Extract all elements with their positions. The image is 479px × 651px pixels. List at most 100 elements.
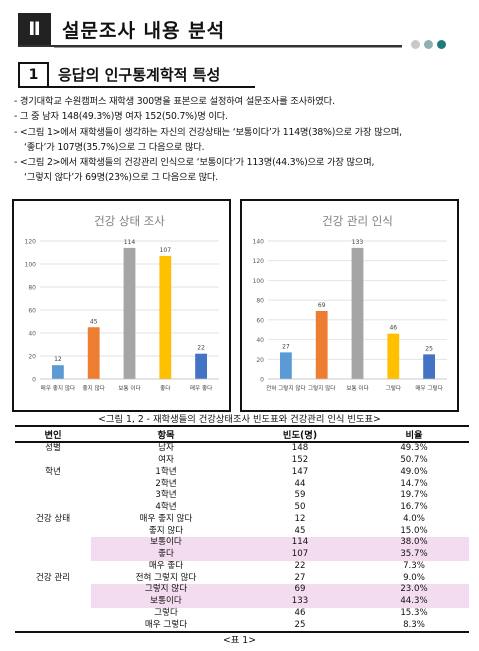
bar	[87, 327, 100, 379]
table-cell-ratio: 8.3%	[359, 619, 469, 633]
bar	[51, 365, 64, 379]
paragraph: - 경기대학교 수원캠퍼스 재학생 300명을 표본으로 설정하여 설문조사를 …	[14, 96, 335, 107]
y-tick-label: 120	[25, 239, 37, 246]
y-tick-label: 60	[256, 317, 264, 324]
bar	[387, 333, 400, 379]
table-cell-group	[15, 490, 91, 502]
table-cell-frequency: 152	[291, 455, 309, 466]
table-row: 4학년 50 16.7%	[15, 502, 469, 514]
data-label: 114	[124, 239, 136, 246]
table-cell-frequency: 50	[294, 502, 306, 513]
table-cell-frequency: 69	[241, 584, 359, 596]
y-tick-label: 140	[253, 239, 265, 246]
x-tick-label: 매우 그렇다	[415, 384, 443, 392]
table-cell-item: 전혀 그렇지 않다	[135, 572, 197, 583]
chart-frame-1: 건강 상태 조사 0 20 40 60 80 100 120 12 매우 좋지 않다 45 좋지 않다…	[12, 199, 231, 412]
bar	[315, 310, 328, 379]
figure-caption: <그림 1, 2 - 재학생들의 건강상태조사 빈도표와 건강관리 인식 빈도표…	[98, 414, 381, 425]
table-cell-item: 4학년	[155, 502, 177, 513]
body-text: - 경기대학교 수원캠퍼스 재학생 300명을 표본으로 설정하여 설문조사를 …	[14, 94, 466, 186]
section-number: Ⅱ	[18, 13, 51, 45]
decor-dot	[437, 40, 446, 49]
y-tick-label: 100	[25, 262, 37, 269]
data-label: 69	[318, 302, 326, 309]
table-cell-group	[15, 537, 91, 549]
bar	[195, 353, 208, 379]
table-cell-group	[15, 455, 91, 467]
decor-dot	[424, 40, 433, 49]
y-tick-label: 100	[253, 278, 265, 285]
data-label: 46	[389, 325, 397, 332]
table-cell-item: 2학년	[155, 478, 177, 489]
table-header: 빈도(명)	[241, 425, 359, 443]
subsection-number: 1	[18, 62, 49, 88]
y-tick-label: 0	[260, 377, 264, 384]
y-tick-label: 20	[28, 354, 36, 361]
decor-dot	[411, 40, 420, 49]
paragraph: - <그림 1>에서 재학생들이 생각하는 자신의 건강상태는 ‘보통이다’가 …	[14, 126, 402, 138]
table-header: 항목	[91, 425, 241, 443]
paragraph: - <그림 2>에서 재학생들의 건강관리 인식으로 ‘보통이다’가 113명(…	[14, 157, 375, 169]
table-cell-group	[15, 478, 91, 490]
data-label: 12	[54, 356, 62, 363]
table-cell-ratio: 49.3%	[400, 443, 428, 454]
table-cell-item: 보통이다	[91, 537, 241, 549]
table-cell-frequency: 44	[294, 478, 306, 489]
bar	[351, 247, 364, 379]
table-cell-group	[15, 561, 91, 573]
data-label: 107	[160, 247, 172, 254]
data-label: 22	[197, 345, 205, 352]
y-tick-label: 80	[28, 285, 36, 292]
x-tick-label: 매우 좋지 않다	[41, 384, 75, 392]
table-row: 성별 남자 148 49.3%	[15, 442, 469, 455]
paragraph: ‘그렇지 않다’가 69명(23%)으로 그 다음으로 많다.	[24, 172, 219, 184]
data-label: 27	[282, 343, 290, 350]
table-header-row: 변인 항목 빈도(명) 비율	[15, 425, 469, 443]
table-header: 변인	[15, 425, 91, 443]
table-row: 좋다 107 35.7%	[15, 548, 469, 561]
table-cell-group	[15, 525, 91, 537]
table-cell-ratio: 19.7%	[400, 490, 428, 501]
data-label: 133	[352, 239, 364, 246]
table-cell-group	[15, 549, 91, 561]
x-tick-label: 보통 이다	[118, 384, 140, 392]
table-cell-group: 성별	[45, 443, 61, 454]
data-label: 45	[90, 318, 98, 325]
x-tick-label: 그렇지 않다	[308, 384, 336, 392]
table-cell-item: 보통이다	[91, 595, 241, 608]
table-cell-item: 매우 그렇다	[91, 619, 241, 633]
table-row: 매우 좋다 22 7.3%	[15, 561, 469, 573]
table-row: 건강 관리 전혀 그렇지 않다 27 9.0%	[15, 572, 469, 584]
table-cell-item: 좋다	[91, 548, 241, 561]
table-row: 2학년 44 14.7%	[15, 478, 469, 490]
section-divider	[18, 45, 402, 47]
y-tick-label: 40	[256, 337, 264, 344]
table-cell-group	[15, 619, 91, 633]
table-cell-group: 학년	[45, 466, 61, 477]
table-header: 비율	[359, 425, 469, 443]
bar	[423, 354, 436, 379]
table-cell-ratio: 49.0%	[400, 466, 428, 477]
table-cell-group	[15, 608, 91, 620]
table-cell-ratio: 15.3%	[400, 607, 428, 618]
table-cell-ratio: 7.3%	[403, 560, 425, 571]
y-tick-label: 80	[256, 298, 264, 305]
table-caption: <표 1>	[222, 635, 256, 646]
table-cell-frequency: 27	[294, 572, 306, 583]
y-tick-label: 0	[32, 377, 36, 384]
x-tick-label: 그렇다	[386, 384, 401, 392]
chart-title: 건강 관리 인식	[322, 214, 393, 228]
table-cell-frequency: 22	[294, 560, 306, 571]
table-cell-frequency: 45	[294, 525, 306, 536]
table-cell-ratio: 14.7%	[400, 478, 428, 489]
section-title: 설문조사 내용 분석	[62, 20, 226, 42]
table-cell-item: 그렇지 않다	[91, 584, 241, 596]
table-cell-group	[15, 584, 91, 596]
table-cell-frequency: 147	[291, 466, 309, 477]
table-cell-group	[15, 502, 91, 514]
health-status-chart: 건강 상태 조사 0 20 40 60 80 100 120 12 매우 좋지 않다 45 좋지 않다…	[25, 214, 219, 392]
table-cell-group	[15, 596, 91, 608]
table-cell-ratio: 38.0%	[359, 537, 469, 549]
table-cell-item: 좋지 않다	[148, 525, 184, 536]
x-tick-label: 보통 이다	[346, 384, 368, 392]
